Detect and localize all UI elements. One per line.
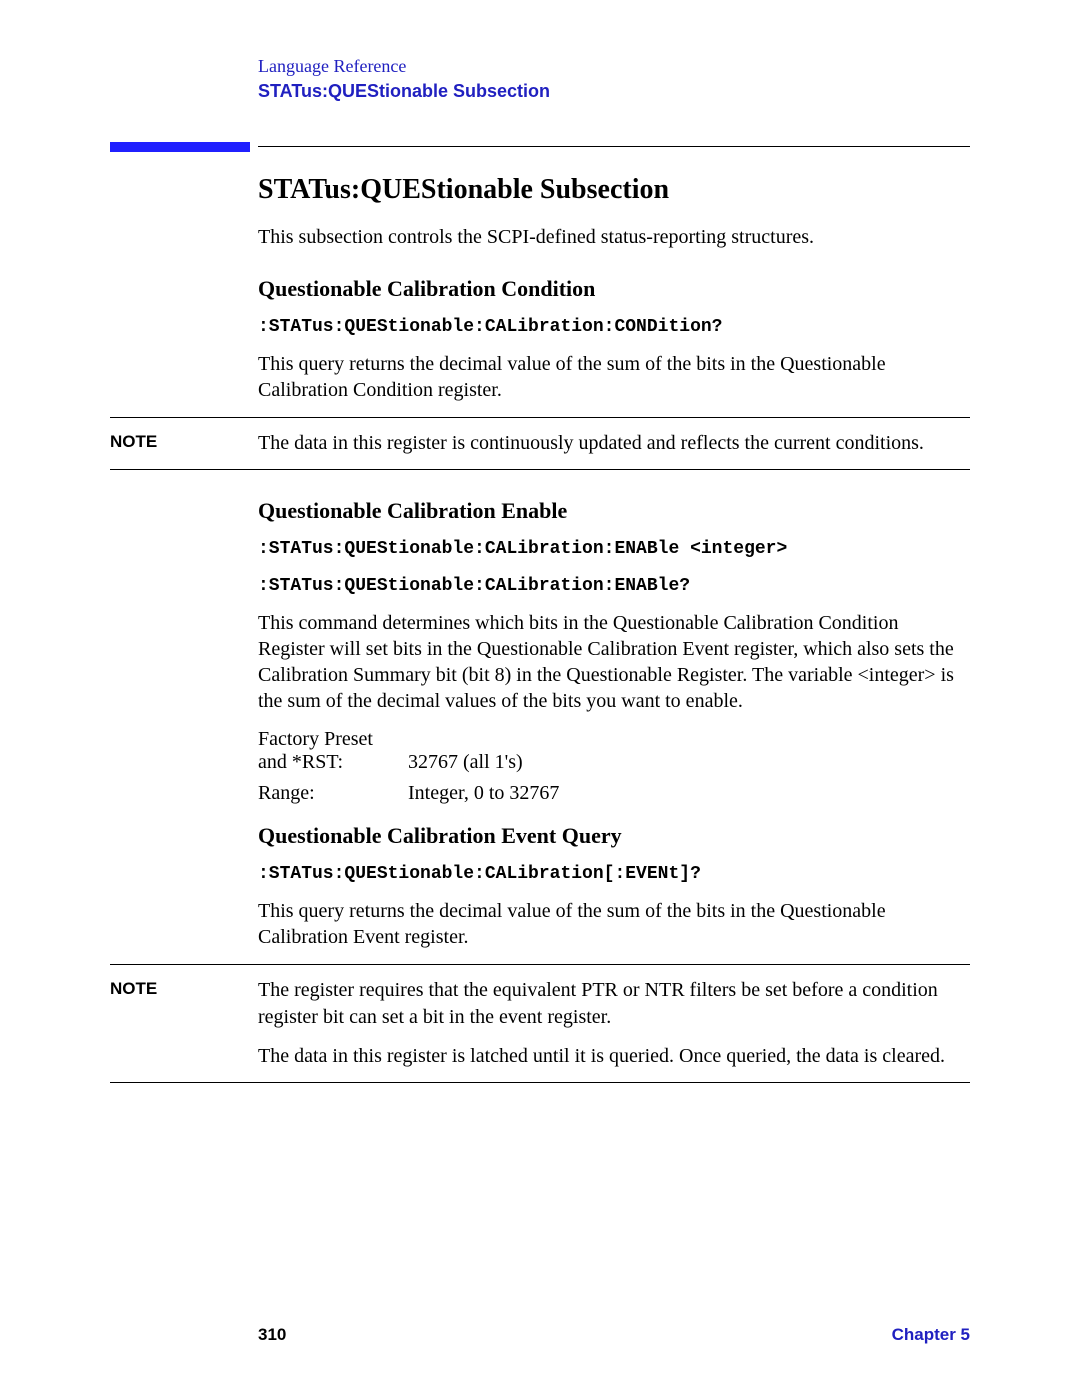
page-footer: 310 Chapter 5 [110,1325,970,1345]
sub2-body: This command determines which bits in th… [258,610,970,714]
section-title: STATus:QUEStionable Subsection [258,174,970,206]
page-container: Language Reference STATus:QUEStionable S… [0,0,1080,1397]
preset-value: 32767 (all 1's) [408,751,970,774]
param-table: Factory Preset and *RST: 32767 (all 1's)… [258,728,970,805]
preset-label-line2: and *RST: [258,751,408,774]
sub1-heading: Questionable Calibration Condition [258,276,970,302]
sub2-command2: :STATus:QUEStionable:CALibration:ENABle? [258,573,970,600]
note1-paragraph: The data in this register is continuousl… [258,430,970,457]
header-subsection-title: STATus:QUEStionable Subsection [258,81,970,102]
sub2-command1: :STATus:QUEStionable:CALibration:ENABle … [258,536,970,563]
sub2-heading: Questionable Calibration Enable [258,498,970,524]
param-row-preset: Factory Preset [258,728,970,751]
note-label: NOTE [110,430,258,457]
range-value: Integer, 0 to 32767 [408,782,970,805]
note-text-2: The register requires that the equivalen… [258,977,970,1070]
footer-page-number: 310 [258,1325,286,1345]
note-label-2: NOTE [110,977,258,1070]
param-row-range: Range: Integer, 0 to 32767 [258,782,970,805]
note-text: The data in this register is continuousl… [258,430,970,457]
sub1-command: :STATus:QUEStionable:CALibration:CONDiti… [258,314,970,341]
sub3-heading: Questionable Calibration Event Query [258,823,970,849]
horizontal-rule [258,146,970,147]
sub3-command: :STATus:QUEStionable:CALibration[:EVENt]… [258,861,970,888]
param-row-preset2: and *RST: 32767 (all 1's) [258,751,970,774]
range-label: Range: [258,782,408,805]
note-block-1: NOTE The data in this register is contin… [110,417,970,470]
section-rule-row [110,142,970,152]
footer-chapter-label: Chapter 5 [892,1325,970,1345]
section-intro: This subsection controls the SCPI-define… [258,224,970,250]
note-block-2: NOTE The register requires that the equi… [110,964,970,1083]
sub1-body: This query returns the decimal value of … [258,351,970,403]
note2-paragraph-1: The register requires that the equivalen… [258,977,970,1031]
preset-label-line1: Factory Preset [258,728,408,751]
preset-value-empty [408,728,970,751]
header-breadcrumb: Language Reference [258,56,970,77]
sub3-body: This query returns the decimal value of … [258,898,970,950]
note2-paragraph-2: The data in this register is latched unt… [258,1043,970,1070]
content-area-2: Questionable Calibration Enable :STATus:… [258,498,970,950]
content-area: STATus:QUEStionable Subsection This subs… [258,174,970,403]
blue-accent-bar [110,142,250,152]
